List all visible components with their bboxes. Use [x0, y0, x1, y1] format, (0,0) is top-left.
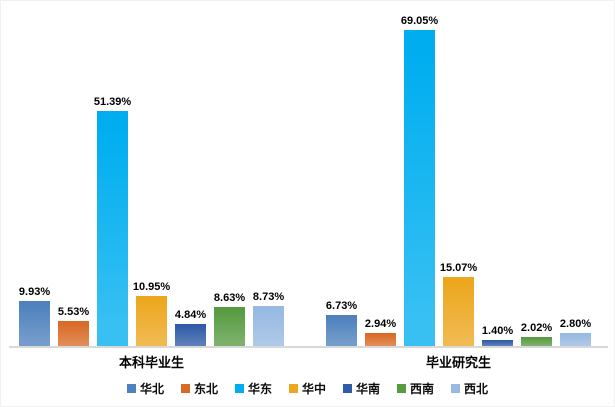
legend-swatch-icon: [397, 384, 407, 393]
bar: [521, 337, 552, 346]
bar-column: 1.40%: [482, 325, 513, 346]
bar-column: 5.53%: [58, 306, 89, 346]
bar-column: 2.80%: [560, 318, 591, 346]
bar-value-label: 10.95%: [132, 280, 171, 293]
bar-value-label: 6.73%: [325, 299, 358, 312]
bar-column: 8.63%: [214, 292, 245, 346]
x-axis-line: [9, 346, 608, 348]
bar-column: 51.39%: [93, 95, 132, 346]
legend-item: 东北: [180, 380, 218, 397]
legend-swatch-icon: [180, 384, 190, 393]
legend-swatch-icon: [451, 384, 461, 393]
legend: 华北 东北 华东 华中 华南 西南 西北: [1, 380, 614, 397]
bar: [19, 301, 50, 346]
bar-value-label: 4.84%: [174, 308, 207, 321]
bar-value-label: 2.94%: [364, 317, 397, 330]
bar: [365, 333, 396, 346]
legend-item: 华东: [234, 380, 272, 397]
legend-swatch-icon: [288, 384, 298, 393]
bar-value-label: 2.02%: [520, 321, 553, 334]
category-label: 本科毕业生: [118, 355, 184, 370]
legend-item: 西南: [397, 380, 434, 397]
category-group: 9.93% 5.53% 51.39% 10.95% 4.84% 8.63% 8.73%: [19, 96, 284, 346]
legend-item: 华北: [126, 380, 164, 397]
bar-column: 2.02%: [521, 322, 552, 346]
bar-value-label: 1.40%: [481, 324, 514, 337]
legend-label: 华北: [139, 382, 164, 396]
bar-value-label: 9.93%: [18, 285, 51, 298]
bar-value-label: 69.05%: [400, 14, 439, 27]
bar-value-label: 51.39%: [93, 95, 132, 108]
bar: [58, 321, 89, 346]
bar-column: 15.07%: [439, 261, 478, 346]
bar: [404, 30, 435, 346]
bar: [443, 277, 474, 346]
bar-value-label: 8.63%: [213, 291, 246, 304]
bar: [482, 340, 513, 346]
legend-item: 华中: [288, 380, 326, 397]
bar: [136, 296, 167, 346]
bar: [175, 324, 206, 346]
bar-column: 69.05%: [400, 14, 439, 346]
legend-label: 东北: [193, 382, 218, 396]
legend-swatch-icon: [343, 384, 352, 393]
legend-label: 西北: [464, 382, 489, 396]
bar-value-label: 2.80%: [559, 317, 592, 330]
legend-label: 华东: [247, 382, 272, 396]
bar-column: 9.93%: [19, 286, 50, 346]
legend-item: 西北: [451, 380, 488, 397]
bar: [214, 307, 245, 346]
bar-column: 4.84%: [175, 309, 206, 346]
bar: [560, 333, 591, 346]
bar: [253, 306, 284, 346]
category-label: 毕业研究生: [425, 355, 491, 370]
legend-label: 华中: [301, 382, 326, 396]
bar-value-label: 5.53%: [57, 305, 90, 318]
bar: [326, 315, 357, 346]
bar-value-label: 8.73%: [252, 290, 285, 303]
legend-label: 华南: [356, 382, 381, 396]
legend-swatch-icon: [126, 384, 136, 393]
bar: [97, 111, 128, 346]
bar-column: 10.95%: [132, 280, 171, 346]
bar-value-label: 15.07%: [439, 261, 478, 274]
legend-swatch-icon: [234, 384, 244, 393]
legend-label: 西南: [410, 382, 435, 396]
category-group: 6.73% 2.94% 69.05% 15.07% 1.40% 2.02% 2.80%: [326, 15, 591, 346]
bar-column: 2.94%: [365, 318, 396, 346]
bar-column: 6.73%: [326, 300, 357, 346]
bar-column: 8.73%: [253, 291, 284, 346]
legend-item: 华南: [343, 380, 380, 397]
